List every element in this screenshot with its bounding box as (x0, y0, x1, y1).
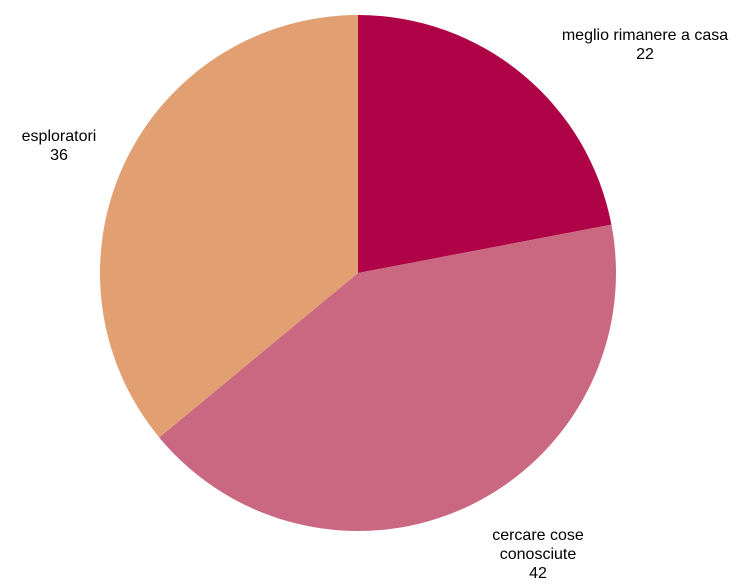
slice-value-label-0: 22 (636, 46, 654, 63)
pie-slice-0 (358, 15, 612, 273)
slice-value-label-1: 42 (529, 565, 547, 582)
slice-category-label-2: esploratori (22, 128, 97, 145)
slice-category-label-1: conosciute (500, 546, 577, 563)
pie-slice-2 (99, 15, 358, 438)
slice-category-label-0: meglio rimanere a casa (562, 27, 728, 44)
slice-category-label-1: cercare cose (492, 527, 584, 544)
slice-value-label-2: 36 (50, 147, 68, 164)
pie-slice-1 (159, 224, 616, 532)
